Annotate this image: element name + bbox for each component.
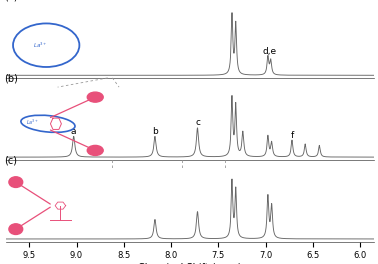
X-axis label: Chemical Shift (ppm): Chemical Shift (ppm)	[138, 263, 242, 264]
Text: f: f	[290, 131, 294, 140]
Text: a: a	[71, 127, 76, 136]
Text: d,e: d,e	[262, 48, 276, 56]
Text: (c): (c)	[4, 155, 17, 165]
Text: (a): (a)	[4, 0, 17, 2]
Text: b: b	[152, 127, 158, 136]
Text: (b): (b)	[4, 73, 18, 83]
Text: c: c	[195, 118, 200, 127]
